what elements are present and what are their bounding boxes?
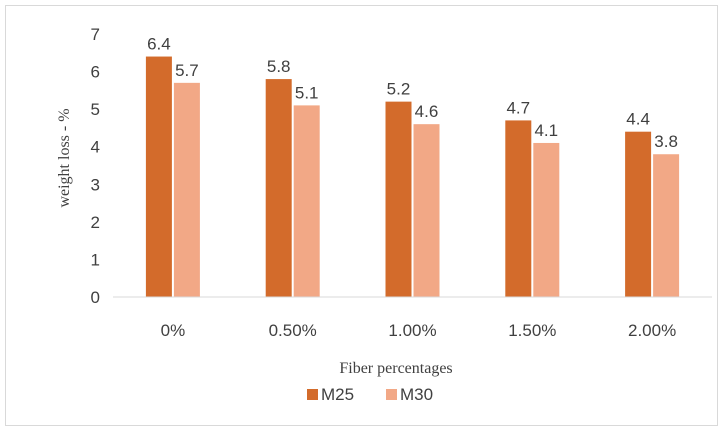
legend-swatch-m25 (307, 389, 318, 400)
x-tick-label: 1.50% (508, 321, 556, 340)
y-tick-label: 6 (91, 63, 100, 82)
bar-m25-0 (145, 56, 172, 297)
bar-m30-4 (653, 154, 680, 297)
chart-frame (5, 5, 718, 426)
data-label: 4.1 (534, 121, 558, 140)
data-label: 5.8 (267, 57, 291, 76)
x-axis-title: Fiber percentages (339, 360, 452, 377)
y-tick-label: 4 (91, 138, 100, 157)
y-tick-label: 0 (91, 288, 100, 307)
bar-m30-3 (533, 142, 560, 297)
x-tick-label: 2.00% (628, 321, 676, 340)
data-label: 4.6 (415, 102, 439, 121)
x-axis-ticks: 0% 0.50% 1.00% 1.50% 2.00% (161, 321, 677, 340)
legend-label: M30 (400, 385, 433, 404)
bar-m25-1 (265, 79, 292, 297)
bar-m30-1 (293, 105, 320, 297)
y-tick-label: 1 (91, 250, 100, 269)
data-label: 5.2 (387, 80, 411, 99)
x-tick-label: 0.50% (269, 321, 317, 340)
data-label: 5.7 (175, 61, 199, 80)
bar-m25-4 (625, 131, 652, 297)
data-label: 3.8 (654, 132, 678, 151)
y-axis-title: weight loss - % (56, 108, 73, 207)
y-axis-ticks: 0 1 2 3 4 5 6 7 (91, 25, 100, 307)
x-tick-label: 1.00% (388, 321, 436, 340)
y-tick-label: 3 (91, 175, 100, 194)
bars (145, 56, 680, 298)
y-tick-label: 5 (91, 100, 100, 119)
data-label: 4.4 (626, 110, 650, 129)
data-label: 6.4 (147, 35, 171, 54)
bar-m30-0 (173, 82, 200, 297)
legend-swatch-m30 (386, 389, 397, 400)
bar-m25-2 (385, 101, 412, 297)
data-label: 4.7 (506, 98, 530, 117)
data-labels: 6.45.7 5.85.1 5.24.6 4.74.1 4.43.8 (147, 35, 678, 152)
y-tick-label: 2 (91, 213, 100, 232)
x-tick-label: 0% (161, 321, 186, 340)
legend: M25 M30 (307, 385, 433, 404)
bar-m30-2 (413, 124, 440, 298)
bar-m25-3 (505, 120, 532, 298)
data-label: 5.1 (295, 83, 319, 102)
y-tick-label: 7 (91, 25, 100, 44)
legend-label: M25 (321, 385, 354, 404)
